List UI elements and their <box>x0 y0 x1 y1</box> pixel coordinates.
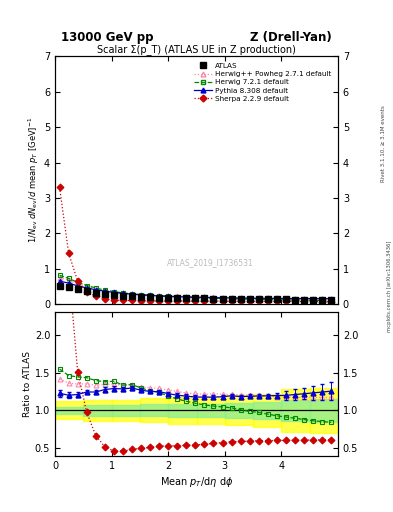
X-axis label: Mean $p_T$/d$\eta$ d$\phi$: Mean $p_T$/d$\eta$ d$\phi$ <box>160 475 233 489</box>
Y-axis label: Ratio to ATLAS: Ratio to ATLAS <box>23 351 32 417</box>
Legend: ATLAS, Herwig++ Powheg 2.7.1 default, Herwig 7.2.1 default, Pythia 8.308 default: ATLAS, Herwig++ Powheg 2.7.1 default, He… <box>191 60 334 104</box>
Text: ATLAS_2019_I1736531: ATLAS_2019_I1736531 <box>167 258 254 267</box>
Title: Scalar Σ(p_T) (ATLAS UE in Z production): Scalar Σ(p_T) (ATLAS UE in Z production) <box>97 44 296 55</box>
Text: Rivet 3.1.10, ≥ 3.1M events: Rivet 3.1.10, ≥ 3.1M events <box>381 105 386 182</box>
Text: Z (Drell-Yan): Z (Drell-Yan) <box>250 31 332 44</box>
Text: mcplots.cern.ch [arXiv:1306.3436]: mcplots.cern.ch [arXiv:1306.3436] <box>387 241 391 332</box>
Text: 13000 GeV pp: 13000 GeV pp <box>61 31 153 44</box>
Y-axis label: $1/N_\mathrm{ev}$ $dN_\mathrm{ev}/d$ mean $p_T$ [GeV]$^{-1}$: $1/N_\mathrm{ev}$ $dN_\mathrm{ev}/d$ mea… <box>27 117 41 244</box>
